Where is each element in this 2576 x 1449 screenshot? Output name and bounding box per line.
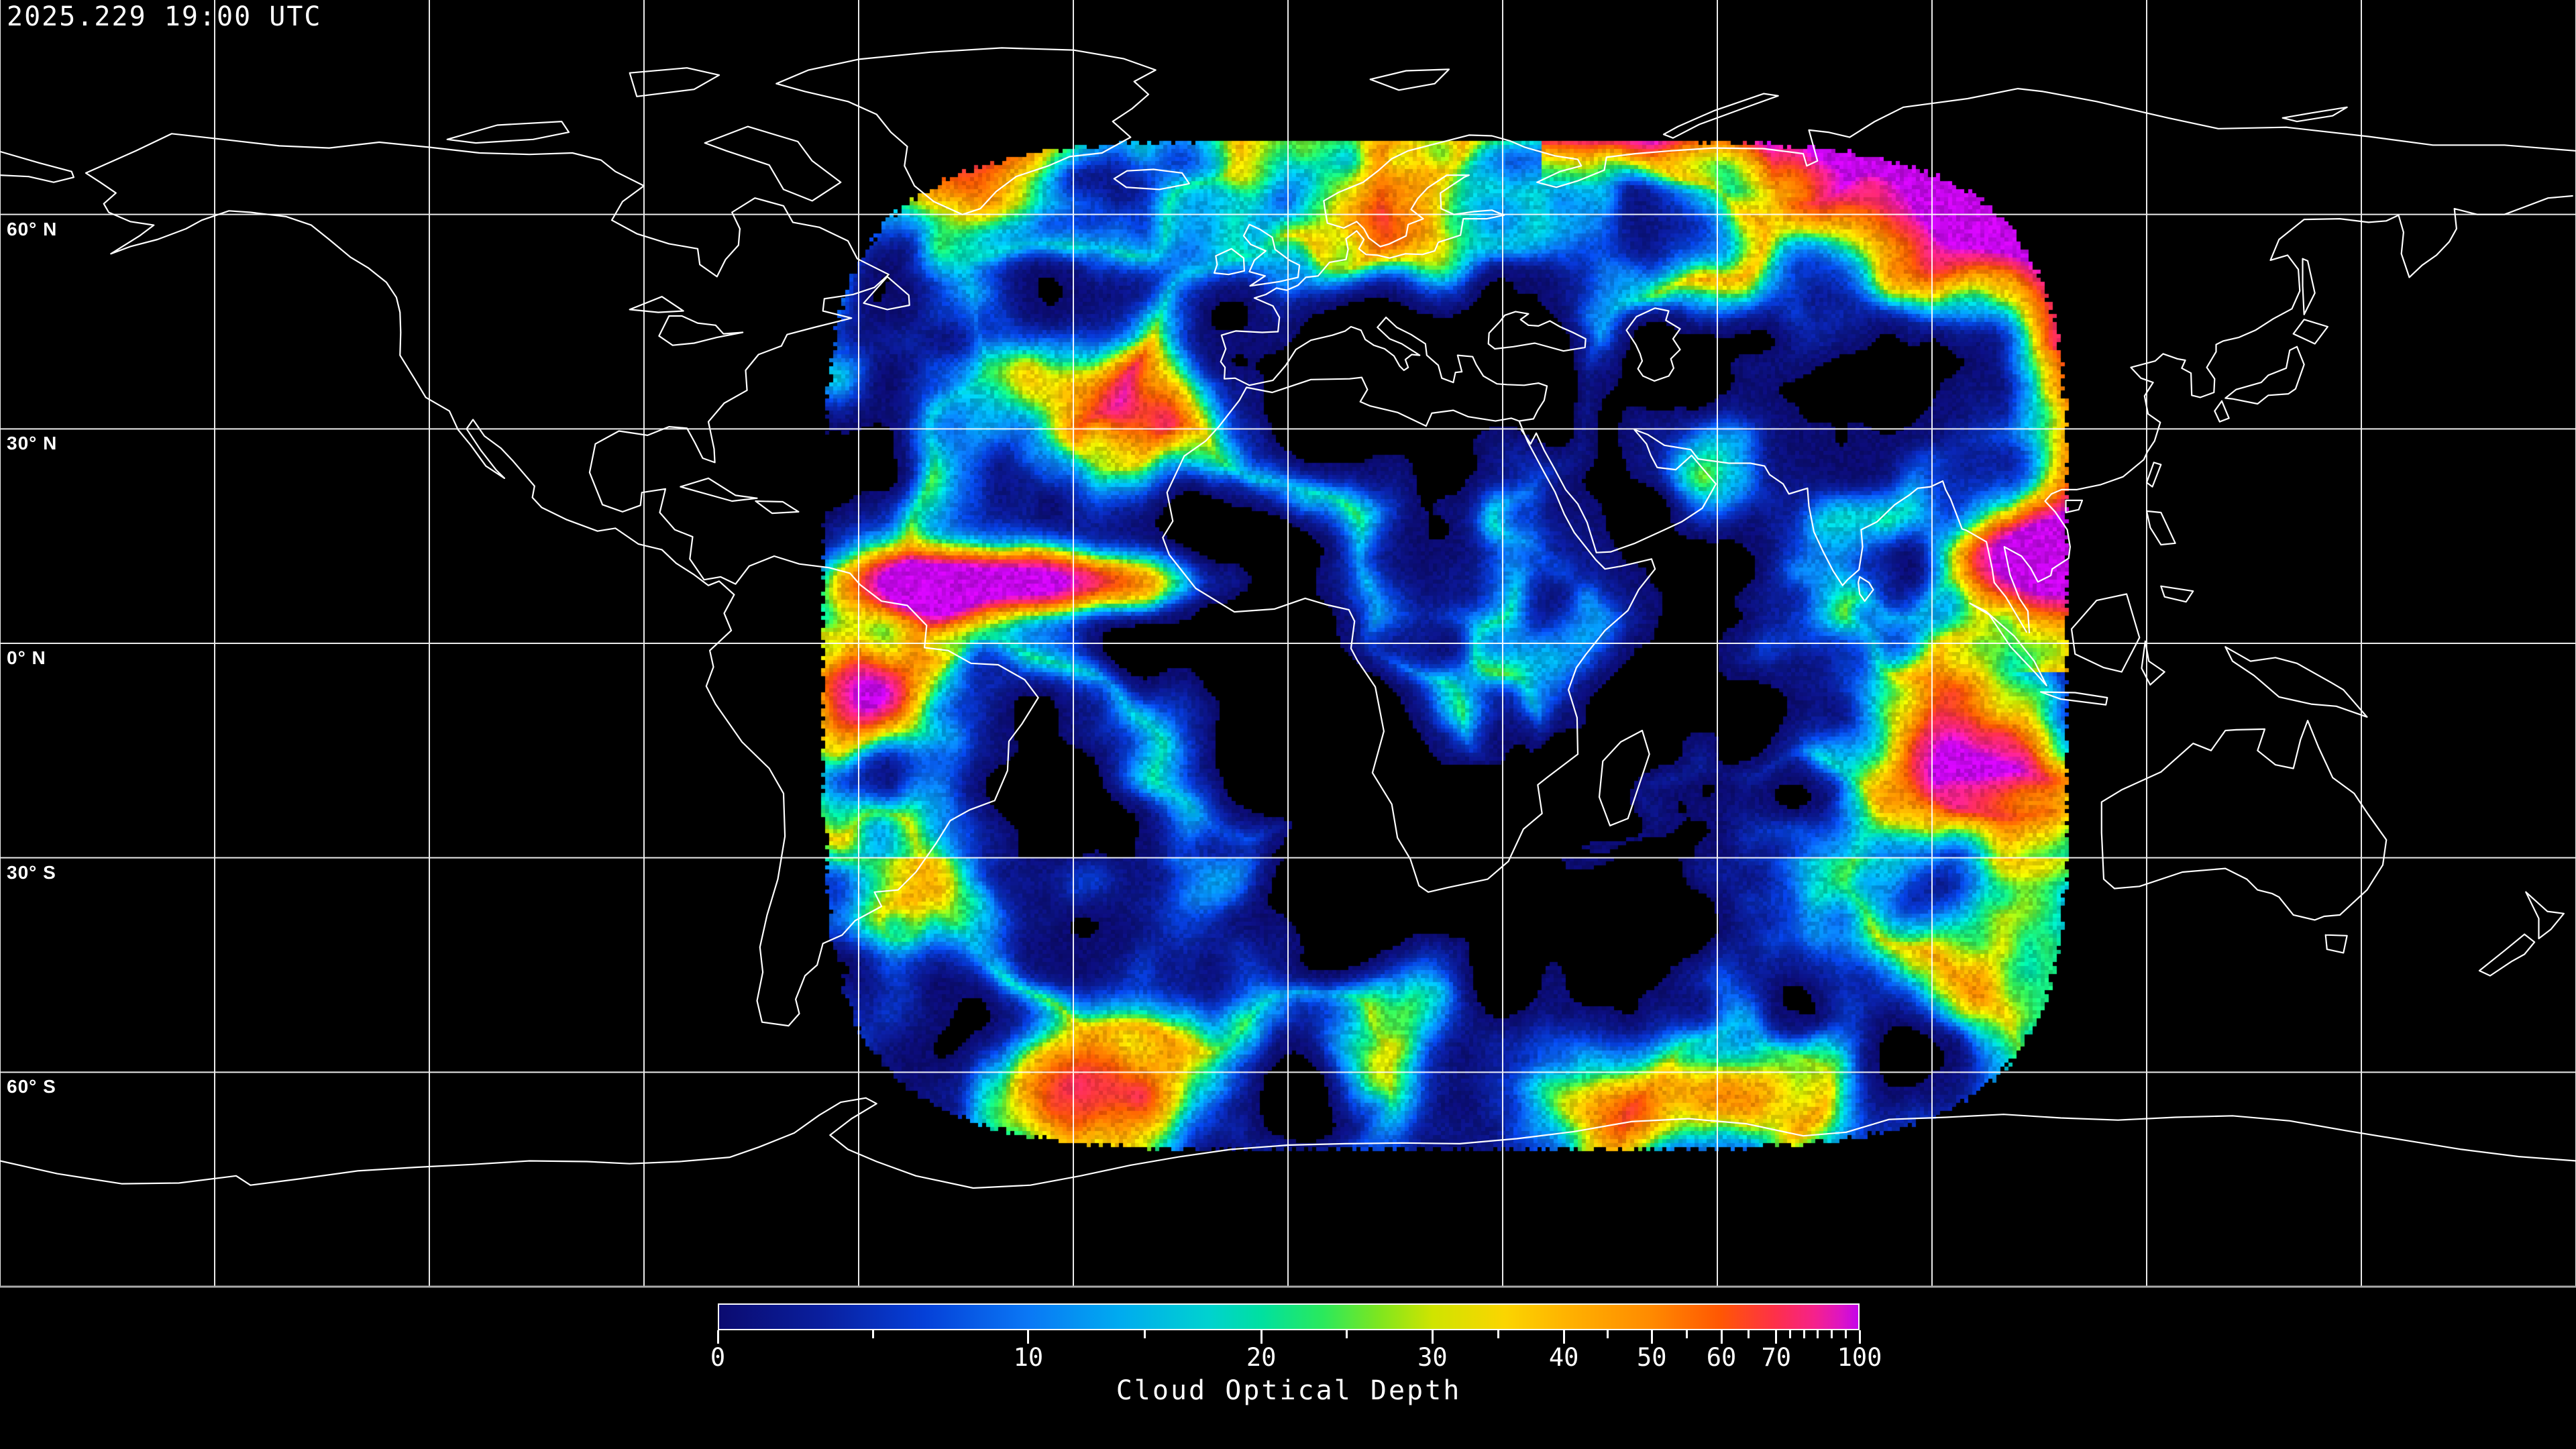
coastline-great-lakes1 bbox=[629, 296, 684, 313]
coastline-sulawesi bbox=[2141, 640, 2165, 686]
coastline-madagascar bbox=[1598, 729, 1650, 826]
coastline-black-sea bbox=[1487, 311, 1587, 352]
coastline-cuba bbox=[680, 477, 758, 502]
lat-label-30s: 30° S bbox=[7, 861, 56, 883]
coastline-mindanao bbox=[2160, 585, 2194, 603]
coastline-tasmania bbox=[2324, 934, 2348, 954]
coastline-iceland bbox=[1113, 168, 1190, 191]
coastline-nz-north bbox=[2525, 891, 2565, 940]
coastline-great-lakes2 bbox=[658, 315, 744, 346]
coastline-greenland bbox=[775, 47, 1157, 215]
coastline-victoria-i bbox=[446, 121, 570, 144]
coastline-hokkaido bbox=[2292, 319, 2328, 345]
coastline-ireland bbox=[1214, 248, 1245, 276]
coastline-nz-south bbox=[2478, 933, 2536, 977]
lat-label-0n: 0° N bbox=[7, 647, 46, 668]
coastline-kyushu bbox=[2214, 400, 2230, 423]
coastline-mideast bbox=[1520, 429, 2027, 633]
coastline-baffin bbox=[704, 125, 842, 202]
coastline-caspian bbox=[1625, 307, 1681, 382]
coastline-med-north bbox=[1248, 317, 1548, 422]
coastline-honshu bbox=[2224, 345, 2305, 405]
coastline-borneo bbox=[2070, 593, 2141, 673]
coastline-antarctica bbox=[0, 1097, 2576, 1189]
coastline-europe bbox=[1220, 88, 2576, 386]
lat-label-60n: 60° N bbox=[7, 218, 58, 239]
coastline-americas bbox=[85, 133, 1039, 1027]
coastline-sakhalin bbox=[2302, 258, 2316, 315]
coastline-chukotka-west bbox=[0, 150, 74, 183]
coastlines bbox=[0, 47, 2576, 1189]
coastline-hispaniola bbox=[755, 500, 800, 515]
map-gridlines bbox=[0, 0, 2576, 1287]
coastline-luzon bbox=[2145, 510, 2176, 546]
coastline-seasia-east bbox=[2003, 195, 2573, 634]
lat-label-30n: 30° N bbox=[7, 433, 58, 454]
coastline-uk bbox=[1242, 223, 1301, 287]
coastline-hainan bbox=[2065, 499, 2084, 514]
coastline-java bbox=[2040, 691, 2108, 706]
timestamp-label: 2025.229 19:00 UTC bbox=[7, 1, 322, 32]
coastline-sri-lanka bbox=[1858, 576, 1874, 602]
lat-label-60s: 60° S bbox=[7, 1076, 56, 1097]
coastline-taiwan bbox=[2145, 462, 2162, 488]
coastline-new-guinea bbox=[2224, 646, 2368, 718]
coastline-australia bbox=[2100, 720, 2387, 921]
coastline-africa bbox=[1162, 376, 1656, 893]
coastline-novaya-zemlya bbox=[1662, 93, 1779, 139]
coastline-sumatra bbox=[1969, 602, 2047, 686]
coastline-ellesmere bbox=[629, 67, 720, 97]
coastline-new-siberian bbox=[2282, 106, 2348, 123]
coastline-newfoundland bbox=[863, 276, 910, 311]
coastline-svalbard bbox=[1369, 68, 1450, 91]
